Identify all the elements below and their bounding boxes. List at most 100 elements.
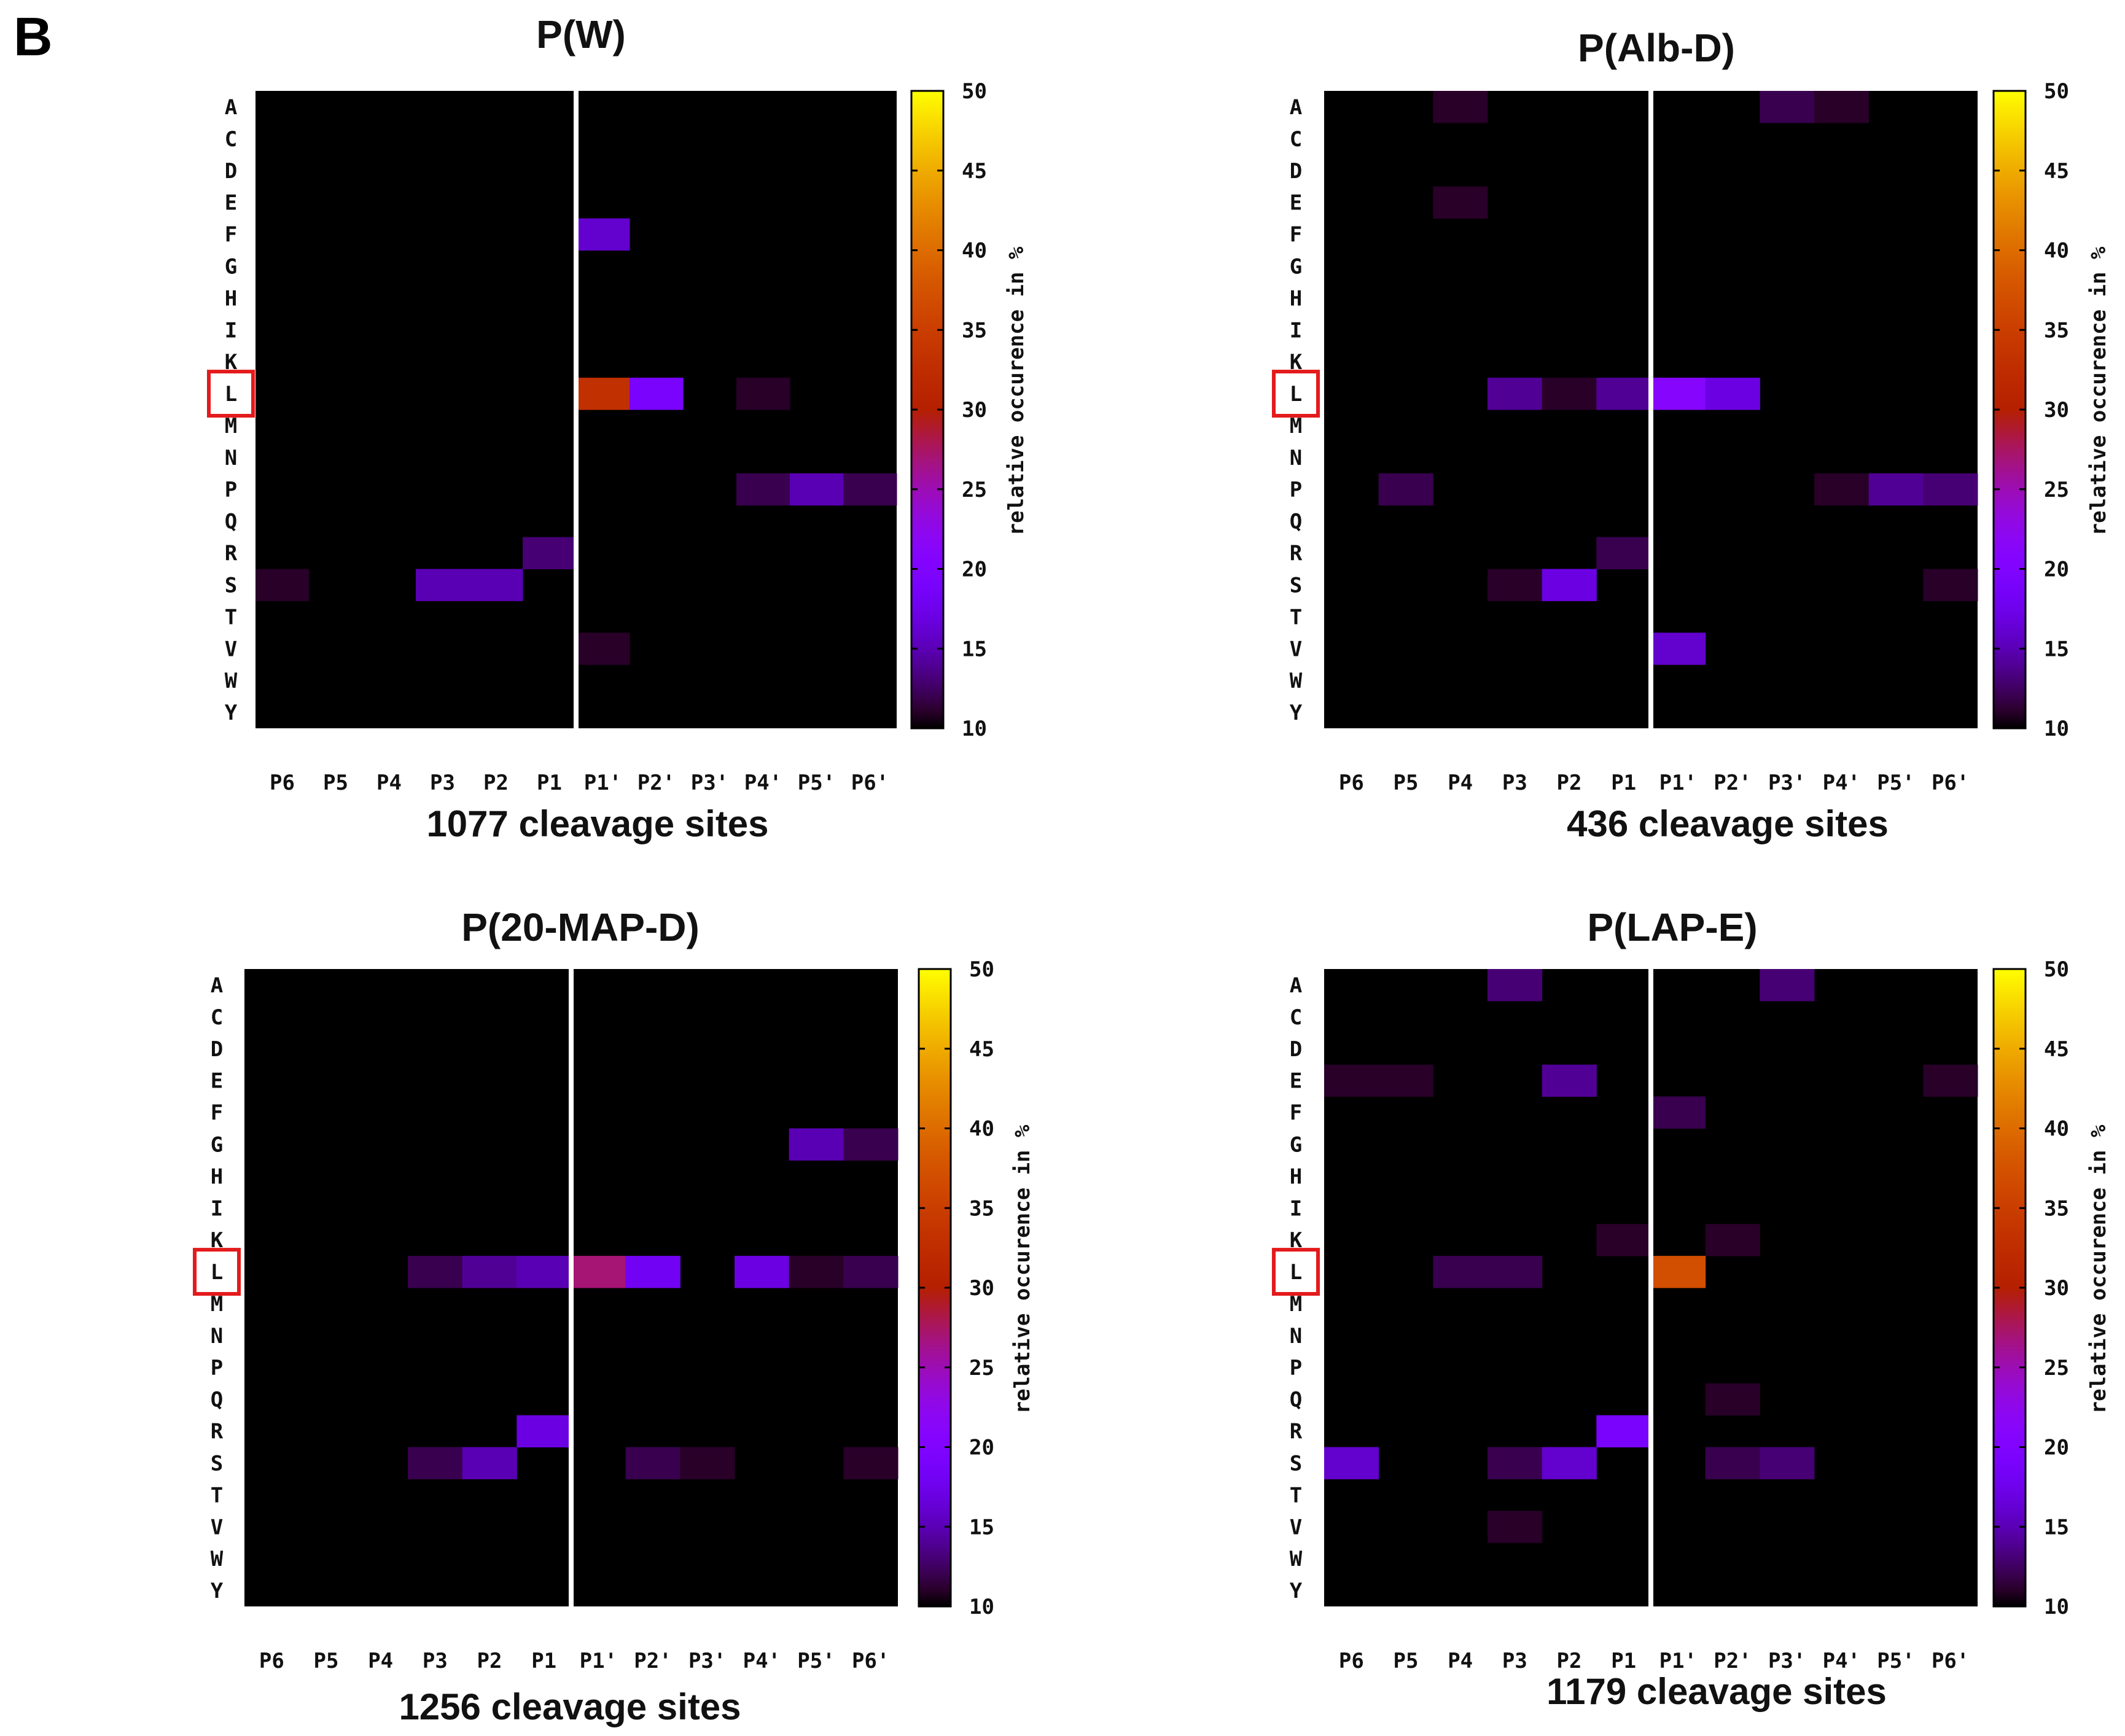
row-label: I	[1290, 1196, 1302, 1221]
heatmap-cell	[1705, 378, 1760, 410]
row-label: E	[211, 1069, 223, 1094]
row-label: G	[211, 1132, 223, 1157]
highlight-box	[207, 370, 255, 418]
heatmap-cell	[843, 1447, 899, 1479]
panel-caption: 1077 cleavage sites	[426, 803, 768, 844]
heatmap-cell	[576, 633, 630, 665]
row-label: D	[211, 1037, 223, 1062]
colorbar-tick-label: 45	[2044, 159, 2069, 184]
row-label: P	[211, 1356, 223, 1380]
panel-title: P(LAP-E)	[1587, 905, 1757, 949]
heatmap-cell	[1596, 378, 1651, 410]
row-label: A	[1290, 973, 1302, 998]
col-label: P5'	[1877, 771, 1914, 795]
colorbar-tick-label: 25	[969, 1356, 994, 1380]
colorbar-tick-label: 10	[2044, 717, 2069, 741]
heatmap-cell	[517, 1415, 572, 1447]
colorbar-tick-label: 50	[2044, 79, 2069, 104]
row-label: T	[211, 1483, 223, 1508]
heatmap-cell	[1651, 1096, 1706, 1129]
row-label: E	[225, 191, 237, 216]
colorbar-tick-label: 20	[962, 558, 987, 582]
colorbar-tick-label: 10	[962, 717, 987, 741]
colorbar-tick-label: 30	[962, 398, 987, 422]
row-label: R	[211, 1420, 224, 1444]
row-label: A	[225, 95, 237, 120]
colorbar-tick-label: 40	[962, 239, 987, 263]
row-label: K	[1290, 1228, 1303, 1253]
heatmap-cell	[735, 1256, 790, 1288]
heatmap-cell	[416, 569, 470, 601]
colorbar-tick-label: 15	[962, 637, 987, 661]
cleavage-divider	[1648, 969, 1653, 1606]
heatmap-cell	[408, 1256, 463, 1288]
row-label: M	[1290, 1292, 1302, 1317]
heatmap-cell	[1433, 186, 1488, 219]
row-label: E	[1290, 191, 1302, 216]
heatmap-cell	[625, 1256, 680, 1288]
heatmap-cell	[1324, 1447, 1379, 1479]
col-label: P1'	[584, 771, 622, 795]
colorbar-tick-label: 25	[962, 478, 987, 502]
col-label: P5	[1394, 1649, 1419, 1673]
cleavage-divider	[1648, 91, 1653, 728]
colorbar-tick-label: 35	[2044, 1196, 2069, 1221]
heatmap-cell	[1705, 1224, 1760, 1256]
col-label: P3	[1502, 1649, 1527, 1673]
colorbar-tick-label: 25	[2044, 478, 2069, 502]
col-label: P4	[376, 771, 402, 795]
heatmap-cell	[408, 1447, 463, 1479]
heatmap-cell	[1488, 1447, 1543, 1479]
row-label: N	[211, 1324, 223, 1349]
heatmap-cell	[1596, 1415, 1651, 1447]
row-label: D	[1290, 1037, 1302, 1062]
col-label: P4'	[1823, 771, 1860, 795]
heatmap-cell	[1705, 1383, 1760, 1416]
row-label: T	[1290, 1483, 1302, 1508]
colorbar-label: relative occurence in %	[2086, 246, 2111, 535]
row-label: R	[1290, 542, 1303, 566]
heatmap-cell	[462, 1256, 517, 1288]
col-label: P4'	[743, 1649, 781, 1673]
colorbar-tick-label: 45	[2044, 1037, 2069, 1062]
panel-title: P(W)	[536, 12, 626, 56]
row-label: Y	[1290, 701, 1303, 725]
row-label: W	[211, 1547, 224, 1571]
col-label: P2'	[638, 771, 675, 795]
row-label: P	[1290, 1356, 1302, 1380]
heatmap-cell	[843, 1128, 899, 1161]
col-label: P1	[531, 1649, 556, 1673]
colorbar-tick-label: 30	[2044, 1276, 2069, 1301]
heatmap-cell	[1596, 537, 1651, 569]
col-label: P2'	[1714, 771, 1751, 795]
panel-letter: B	[14, 6, 53, 67]
colorbar-tick-label: 10	[2044, 1595, 2069, 1619]
row-label: N	[225, 446, 237, 470]
colorbar-tick-label: 50	[962, 79, 987, 104]
row-label: I	[225, 318, 237, 343]
row-label: C	[225, 127, 237, 152]
col-label: P1	[537, 771, 562, 795]
heatmap-cell	[1923, 473, 1978, 506]
row-label: L	[1290, 382, 1302, 407]
col-label: P4	[1448, 771, 1473, 795]
col-label: P6	[1339, 1649, 1364, 1673]
row-label: K	[211, 1228, 224, 1253]
colorbar-tick-label: 40	[969, 1117, 994, 1142]
colorbar-tick-label: 20	[2044, 1436, 2069, 1460]
row-label: S	[211, 1451, 223, 1476]
col-label: P3'	[1768, 771, 1806, 795]
heatmap-cell	[1651, 378, 1706, 410]
heatmap-cell	[462, 1447, 517, 1479]
heatmap-cell	[1488, 1256, 1543, 1288]
col-label: P3	[423, 1649, 448, 1673]
row-label: A	[1290, 95, 1302, 120]
colorbar-tick-label: 35	[962, 318, 987, 343]
row-label: I	[1290, 318, 1302, 343]
heatmap-cell	[1433, 1256, 1488, 1288]
col-label: P4	[368, 1649, 393, 1673]
heatmap-cell	[736, 378, 790, 410]
